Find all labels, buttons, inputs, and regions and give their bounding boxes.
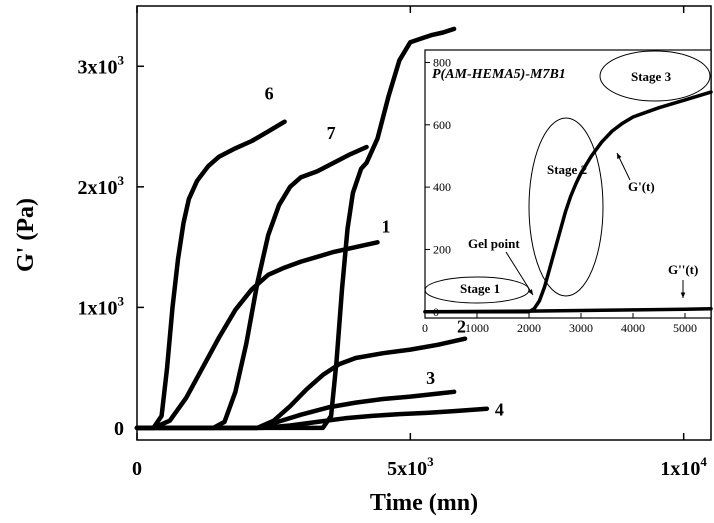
series-5-curve	[134, 26, 457, 431]
stage-2-label: Stage 2	[547, 162, 587, 177]
inset-background	[425, 50, 711, 318]
inset-annotations: Stage 1 Gel point Stage 2 Stage 3 G'(t) G''(t…	[424, 50, 711, 304]
inset-x-tick-label: 1000	[465, 321, 489, 335]
inset-plot-frame	[424, 49, 712, 319]
series-7-label: 7	[327, 123, 336, 143]
series-1-label: 1	[382, 216, 391, 236]
inset-series-g-double-prime-curve	[423, 306, 713, 314]
x-tick-label: 5x103	[387, 454, 434, 480]
series-4-label: 4	[495, 400, 504, 420]
inset-y-tick-label: 0	[433, 305, 439, 319]
gel-point-label: Gel point	[468, 236, 520, 251]
series-2-label: 2	[457, 317, 466, 337]
x-tick-label: 0	[132, 458, 142, 480]
inset-x-tick-label: 0	[422, 321, 428, 335]
inset-curves	[423, 90, 713, 314]
inset-chart: Stage 1 Gel point Stage 2 Stage 3 G'(t) G''(t…	[422, 49, 713, 335]
y-tick-label: 1x103	[78, 293, 125, 319]
main-y-axis: 0 1x103 2x103 3x103	[78, 52, 144, 440]
inset-x-tick-label: 3000	[569, 321, 593, 335]
inset-y-tick-label: 200	[433, 242, 451, 256]
x-tick-label: 1x104	[660, 454, 707, 480]
g-double-prime-label: G''(t)	[668, 262, 698, 277]
y-tick-label: 0	[114, 418, 124, 440]
series-7-curve	[134, 144, 369, 431]
g-double-prime-arrow-head	[680, 292, 686, 298]
stage-2-ellipse	[528, 117, 604, 297]
series-6-curve	[134, 119, 287, 431]
inset-y-tick-label: 400	[433, 180, 451, 194]
inset-x-tick-label: 2000	[517, 321, 541, 335]
series-6-label: 6	[265, 84, 274, 104]
main-curves	[134, 26, 490, 431]
series-3-label: 3	[426, 368, 435, 388]
stage-3-label: Stage 3	[631, 69, 672, 84]
main-chart: 1 2 3 4 5 6 7 0 5x103 1x104 0 1x103 2x103 3x103 Tim…	[13, 0, 712, 516]
main-series-labels: 1 2 3 4 5 6 7	[265, 0, 504, 420]
inset-x-tick-label: 4000	[621, 321, 645, 335]
series-5-label: 5	[436, 0, 445, 3]
stage-3-ellipse	[599, 50, 711, 102]
inset-series-g-prime-curve	[423, 90, 713, 314]
series-1-curve	[134, 240, 380, 431]
main-x-axis: 0 5x103 1x104	[132, 6, 707, 480]
inset-y-axis: 0 200 400 600 800	[425, 55, 451, 319]
gel-point-arrow-head	[528, 289, 533, 295]
main-y-axis-title: G' (Pa)	[13, 198, 39, 272]
stage-1-label: Stage 1	[460, 281, 500, 296]
y-tick-label: 2x103	[78, 173, 125, 199]
main-x-axis-title: Time (mn)	[370, 490, 478, 516]
gel-point-arrow	[505, 251, 534, 296]
inset-x-tick-label: 5000	[673, 321, 697, 335]
y-tick-label: 3x103	[78, 52, 125, 78]
g-prime-label: G'(t)	[628, 179, 655, 194]
inset-x-axis: 0 1000 2000 3000 4000 5000	[422, 313, 697, 335]
inset-y-tick-label: 800	[433, 55, 451, 69]
g-prime-arrow-head	[617, 153, 622, 159]
inset-y-tick-label: 600	[433, 118, 451, 132]
inset-title: P(AM-HEMA5)-M7B1	[432, 67, 566, 82]
